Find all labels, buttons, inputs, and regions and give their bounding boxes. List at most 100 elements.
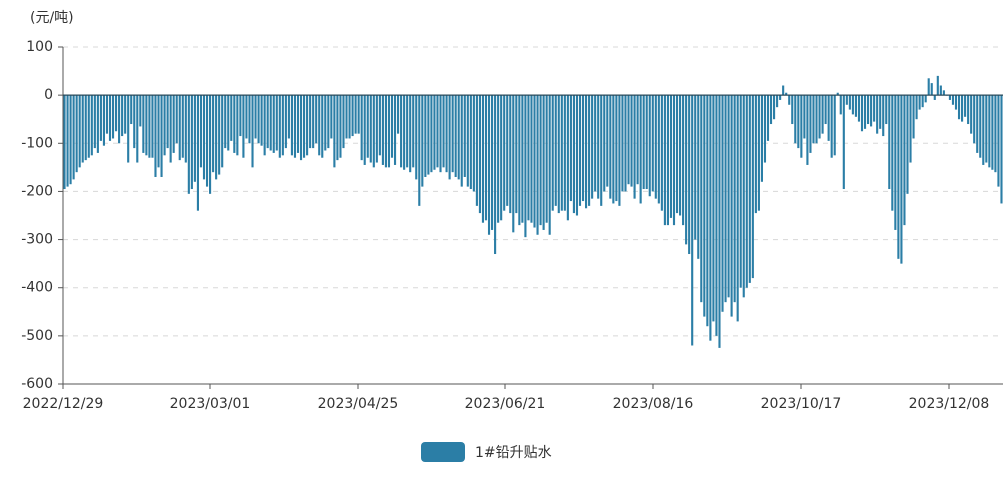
bar: [530, 95, 533, 223]
bar: [254, 95, 257, 139]
bar: [406, 95, 409, 168]
bar: [118, 95, 121, 144]
bar: [266, 95, 269, 149]
bar: [727, 95, 730, 298]
bar: [454, 95, 457, 177]
bar: [84, 95, 87, 161]
bar: [939, 85, 942, 96]
bar: [921, 95, 924, 108]
bar: [233, 95, 236, 153]
bar: [739, 95, 742, 288]
bar: [660, 95, 663, 211]
grid-lines: [63, 46, 1003, 337]
bar: [851, 95, 854, 115]
bar: [782, 85, 785, 96]
bar: [694, 95, 697, 240]
bar: [536, 95, 539, 235]
bar: [439, 95, 442, 173]
bar: [636, 95, 639, 185]
bar: [66, 95, 69, 187]
bar: [484, 95, 488, 221]
bar: [560, 95, 563, 211]
bar: [245, 95, 248, 139]
bar: [312, 95, 315, 149]
bar: [215, 95, 218, 180]
bar: [651, 95, 654, 192]
bar: [372, 95, 375, 168]
legend-swatch[interactable]: [421, 442, 465, 462]
bar: [251, 95, 254, 168]
bar: [867, 95, 870, 125]
bar: [133, 95, 136, 149]
bar: [230, 95, 233, 141]
bar: [809, 95, 812, 153]
bar: [269, 95, 272, 151]
bar: [724, 95, 727, 303]
bar: [445, 95, 448, 173]
bar: [263, 95, 266, 156]
bar: [942, 90, 945, 96]
bar: [754, 95, 757, 214]
bar: [96, 95, 99, 153]
bar: [381, 95, 384, 165]
bar: [72, 95, 75, 180]
bar: [648, 95, 651, 197]
bar: [500, 95, 503, 221]
bar: [363, 95, 366, 165]
bar: [357, 95, 360, 134]
bar: [572, 95, 575, 214]
bar: [860, 95, 864, 132]
legend-label[interactable]: 1#铅升贴水: [475, 445, 552, 461]
bar: [284, 95, 287, 149]
bar: [403, 95, 406, 170]
bar: [451, 95, 454, 173]
bar: [697, 95, 700, 259]
bar: [224, 95, 227, 149]
bar: [472, 95, 475, 192]
bar: [627, 95, 630, 185]
bar: [936, 75, 939, 96]
bar: [169, 95, 172, 163]
bar: [745, 95, 748, 288]
bar: [90, 95, 93, 156]
bar: [487, 95, 491, 235]
bar: [894, 95, 897, 230]
bar: [857, 95, 861, 122]
bar: [836, 92, 839, 96]
bar: [603, 95, 606, 192]
bar: [821, 95, 824, 134]
bar: [773, 95, 776, 120]
bar: [948, 95, 951, 100]
bar: [145, 95, 148, 156]
bar: [591, 95, 594, 199]
bar: [751, 95, 754, 279]
bar: [685, 95, 688, 245]
bar: [709, 95, 712, 341]
bar: [791, 95, 794, 125]
bar: [393, 95, 397, 165]
bar: [178, 95, 181, 161]
bar: [985, 95, 988, 163]
legend[interactable]: 1#铅升贴水: [421, 442, 552, 462]
bar: [87, 95, 90, 158]
bar: [81, 95, 84, 163]
bar: [218, 95, 221, 175]
bar: [763, 95, 767, 163]
bar: [870, 95, 873, 127]
bar: [412, 95, 415, 168]
y-tick-label: -300: [21, 232, 53, 248]
bar: [521, 95, 524, 223]
bar: [397, 95, 400, 134]
bar: [293, 95, 297, 158]
bar: [421, 95, 424, 187]
bar: [166, 95, 169, 149]
x-tick-label: 2023/04/25: [318, 396, 399, 412]
bar: [436, 95, 439, 168]
y-tick-label: -400: [21, 280, 53, 296]
bar: [961, 95, 964, 122]
bar: [457, 95, 460, 180]
bar: [345, 95, 348, 139]
bar: [779, 95, 782, 100]
bar: [967, 95, 970, 125]
bar: [669, 95, 673, 218]
